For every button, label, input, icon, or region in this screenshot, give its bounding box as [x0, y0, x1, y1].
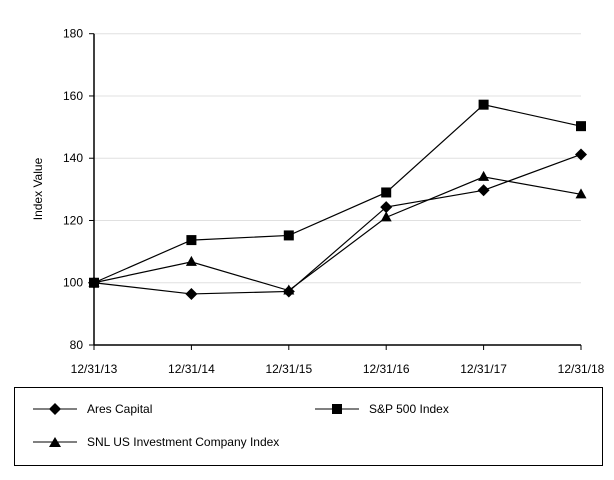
y-tick-label: 120: [63, 213, 83, 227]
data-point-square: [478, 99, 489, 110]
data-point-diamond: [380, 201, 393, 214]
data-point-square: [186, 235, 197, 246]
data-point-triangle: [185, 255, 197, 266]
data-point-diamond: [575, 148, 587, 161]
data-point-square: [283, 230, 294, 241]
x-tick-label: 12/31/17: [460, 362, 507, 376]
series-line: [93, 153, 582, 295]
legend-label: S&P 500 Index: [369, 402, 449, 416]
data-point-triangle: [575, 188, 587, 199]
data-point-triangle: [88, 276, 100, 287]
data-point-triangle: [478, 170, 490, 181]
y-tick-label: 100: [63, 276, 83, 290]
x-tick-label: 12/31/13: [71, 362, 118, 376]
triangle-marker-icon: [33, 437, 77, 447]
data-point-diamond: [185, 287, 198, 300]
x-tick-label: 12/31/16: [363, 362, 410, 376]
legend-item-sp500: S&P 500 Index: [315, 402, 449, 416]
y-tick-label: 140: [63, 151, 83, 165]
x-tick-label: 12/31/18: [558, 362, 605, 376]
data-point-diamond: [477, 184, 490, 197]
legend-item-snl: SNL US Investment Company Index: [33, 435, 279, 449]
data-point-triangle: [380, 211, 392, 222]
x-tick-label: 12/31/15: [265, 362, 312, 376]
data-point-square: [381, 187, 392, 198]
series-line: [93, 104, 582, 284]
series-line: [93, 176, 582, 292]
y-tick-label: 160: [63, 89, 83, 103]
y-axis-label: Index Value: [31, 157, 45, 220]
y-tick-label: 80: [70, 338, 84, 352]
line-chart: 80 100 120 140 160 180 12/31/13 12/31/14 12/31/1…: [31, 27, 605, 376]
legend: Ares Capital S&P 500 Index SNL US Invest…: [14, 387, 603, 466]
x-tick-label: 12/31/14: [168, 362, 215, 376]
diamond-marker-icon: [33, 403, 77, 415]
legend-item-ares-capital: Ares Capital: [33, 402, 152, 416]
data-point-triangle: [283, 284, 295, 295]
legend-label: Ares Capital: [87, 402, 153, 416]
series-diamond: [88, 148, 587, 300]
square-marker-icon: [315, 404, 359, 414]
legend-label: SNL US Investment Company Index: [87, 435, 280, 449]
series-triangle: [88, 170, 587, 295]
data-point-square: [576, 121, 586, 132]
y-tick-label: 180: [63, 27, 83, 41]
series-square: [89, 99, 586, 288]
